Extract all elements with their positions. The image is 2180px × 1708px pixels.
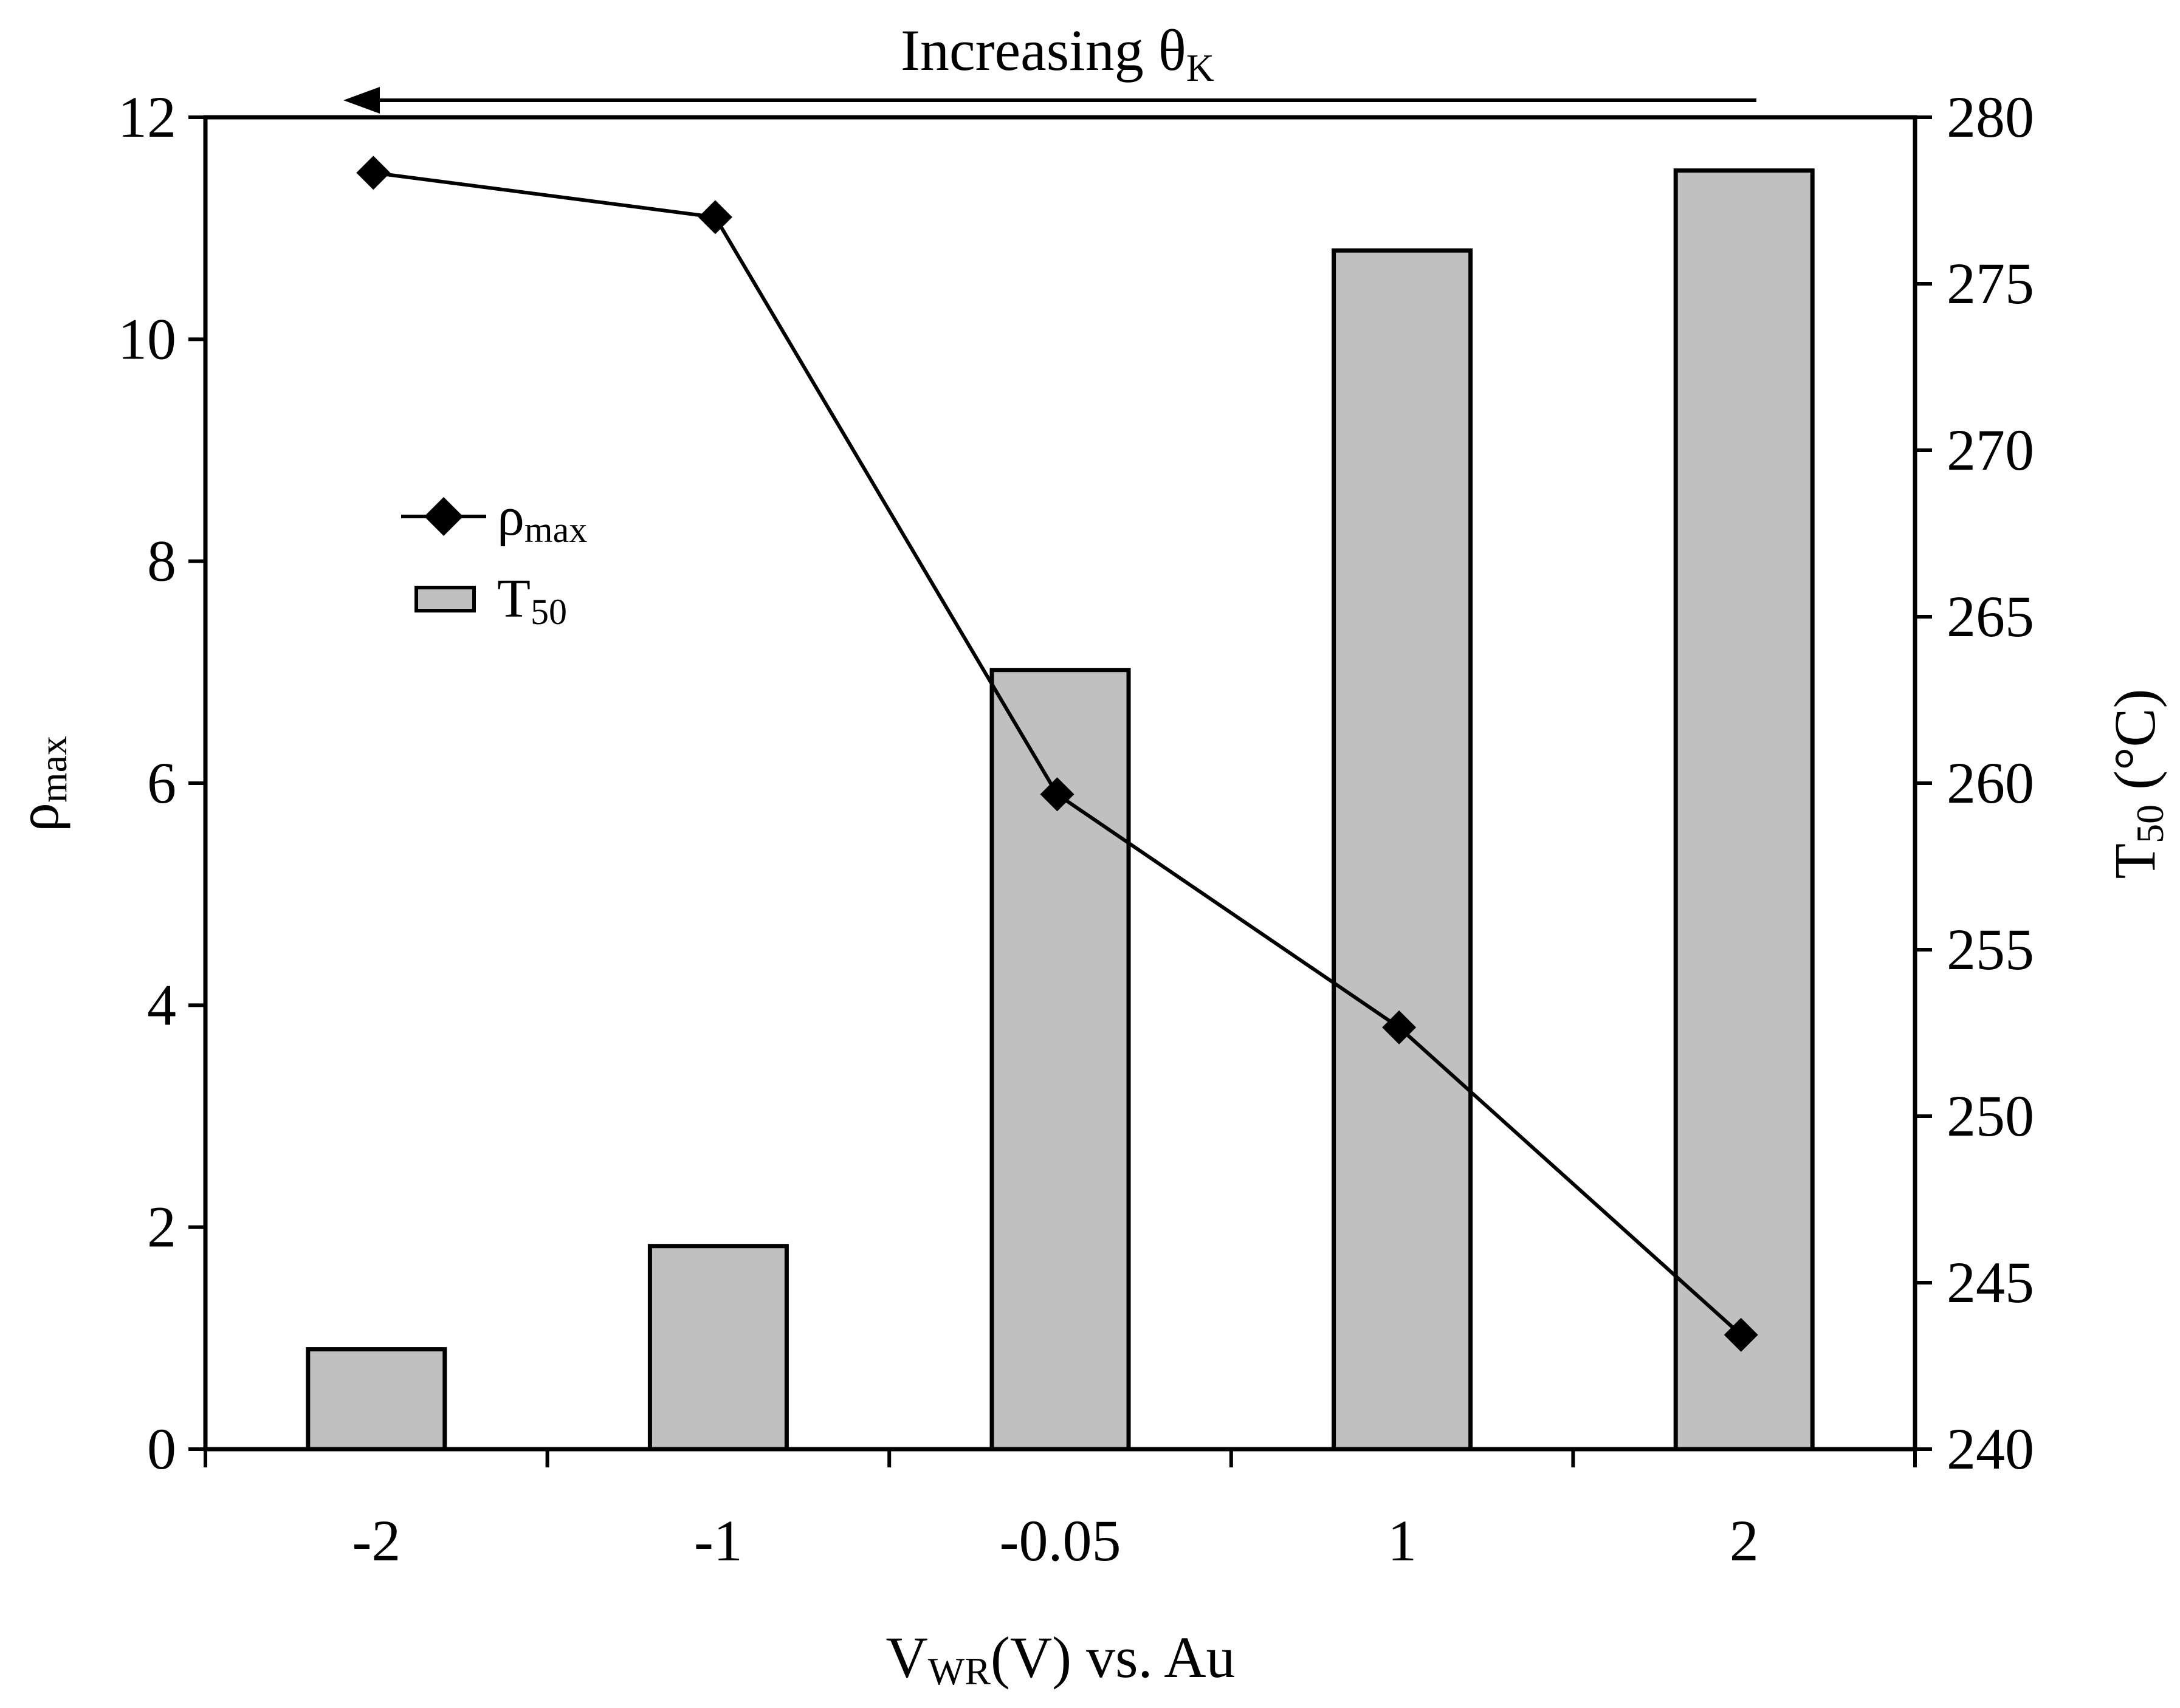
line-layer [356,156,1758,1352]
left-y-tick-label-4: 6 [147,750,176,815]
left-y-tick-label-1: 0 [147,1416,176,1481]
left-y-tick-label-7: 12 [118,84,176,149]
x-axis-title: VWR(V) vs. Au [885,1625,1235,1693]
point-rho-max-4 [1382,1010,1417,1044]
right-y-tick-label-7: 270 [1947,417,2034,482]
right-y-tick-label-5: 260 [1947,750,2034,815]
right-y-tick-label-6: 265 [1947,584,2034,649]
right-y-tick-label-1: 240 [1947,1416,2034,1481]
right-y-tick-label-4: 255 [1947,917,2034,982]
legend-item-rho-max: ρmax [401,487,587,550]
point-rho-max-1 [356,156,391,190]
left-y-tick-label-6: 10 [118,306,176,371]
bar-t50-4 [1332,248,1473,1452]
svg-text:ρmax: ρmax [497,487,587,550]
legend-item-t50: T50 [414,569,567,632]
point-rho-max-5 [1724,1317,1758,1352]
x-tick-label-4: 1 [1387,1508,1417,1573]
x-tick-label-5: 2 [1730,1508,1759,1573]
bars-layer [306,168,1815,1452]
right-y-axis-title: T50 (°C) [2102,689,2171,879]
left-y-tick-label-3: 4 [147,972,176,1037]
bar-t50-5 [1673,168,1815,1452]
left-y-tick-label-5: 8 [147,529,176,594]
right-y-tick-label-2: 245 [1947,1250,2034,1315]
annotation-label: Increasing θK [901,18,1214,89]
point-rho-max-3 [1040,777,1075,812]
legend: ρmax T50 [401,487,587,632]
annotation-arrow [343,87,1756,114]
bar-t50-2 [647,1244,789,1452]
x-tick-label-1: -2 [352,1508,401,1573]
x-tick-label-3: -0.05 [1000,1508,1121,1573]
right-y-tick-label-3: 250 [1947,1083,2034,1148]
left-y-tick-label-2: 2 [147,1195,176,1260]
point-rho-max-2 [698,200,732,235]
svg-text:T50: T50 [497,569,567,632]
right-y-tick-label-8: 275 [1947,251,2034,316]
x-tick-label-2: -1 [694,1508,743,1573]
right-y-tick-label-9: 280 [1947,84,2034,149]
bar-t50-1 [306,1347,447,1452]
left-y-axis-title: ρmax [5,736,75,832]
